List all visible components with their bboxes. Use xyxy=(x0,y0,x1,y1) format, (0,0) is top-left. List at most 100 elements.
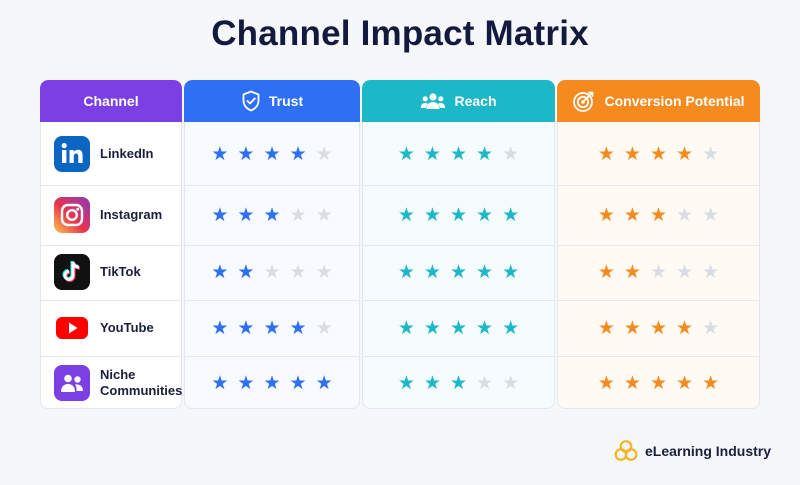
star-empty-icon: ★ xyxy=(315,204,333,226)
trust-rating: ★ ★ ★ ★ ★ xyxy=(184,144,360,164)
channel-row: Instagram xyxy=(40,197,182,233)
row-divider xyxy=(362,185,555,186)
star-empty-icon: ★ xyxy=(502,372,520,394)
star-filled-icon: ★ xyxy=(623,143,641,165)
target-icon xyxy=(573,91,594,112)
header-conversion-label: Conversion Potential xyxy=(604,93,745,109)
star-empty-icon: ★ xyxy=(315,317,333,339)
star-filled-icon: ★ xyxy=(397,143,415,165)
trust-column: Trust ★ ★ ★ ★ ★ ★ ★ ★ ★ ★ ★ ★ ★ ★ ★ ★ ★ ★ ★ ★ ★ ★ ★ ★ ★ xyxy=(184,80,360,409)
row-divider xyxy=(362,356,555,357)
star-empty-icon: ★ xyxy=(263,261,281,283)
star-filled-icon: ★ xyxy=(476,143,494,165)
star-empty-icon: ★ xyxy=(702,317,720,339)
trust-rating: ★ ★ ★ ★ ★ xyxy=(184,318,360,338)
star-filled-icon: ★ xyxy=(597,143,615,165)
star-filled-icon: ★ xyxy=(423,143,441,165)
row-divider xyxy=(557,185,760,186)
star-filled-icon: ★ xyxy=(211,372,229,394)
star-empty-icon: ★ xyxy=(676,204,694,226)
conversion-column-body xyxy=(557,122,760,409)
reach-rating: ★ ★ ★ ★ ★ xyxy=(362,318,555,338)
page-title: Channel Impact Matrix xyxy=(211,14,589,53)
reach-rating: ★ ★ ★ ★ ★ xyxy=(362,373,555,393)
channel-row: LinkedIn xyxy=(40,136,182,172)
star-filled-icon: ★ xyxy=(476,204,494,226)
youtube-logo-icon xyxy=(54,310,90,346)
star-filled-icon: ★ xyxy=(597,204,615,226)
header-channel-label: Channel xyxy=(83,93,139,109)
star-filled-icon: ★ xyxy=(676,372,694,394)
row-divider xyxy=(184,245,360,246)
star-empty-icon: ★ xyxy=(315,261,333,283)
header-conversion: Conversion Potential xyxy=(557,80,760,122)
star-filled-icon: ★ xyxy=(289,317,307,339)
star-filled-icon: ★ xyxy=(676,143,694,165)
star-filled-icon: ★ xyxy=(397,261,415,283)
header-reach-label: Reach xyxy=(454,93,497,109)
star-empty-icon: ★ xyxy=(289,261,307,283)
brand-logo: eLearning Industry xyxy=(614,439,771,463)
reach-rating: ★ ★ ★ ★ ★ xyxy=(362,205,555,225)
star-filled-icon: ★ xyxy=(623,261,641,283)
elearning-industry-logo-icon xyxy=(614,440,638,461)
conversion-rating: ★ ★ ★ ★ ★ xyxy=(557,262,760,282)
community-group-icon xyxy=(54,365,90,401)
star-filled-icon: ★ xyxy=(502,317,520,339)
channel-name: LinkedIn xyxy=(100,146,154,161)
instagram-logo-icon xyxy=(54,197,90,233)
conversion-rating: ★ ★ ★ ★ ★ xyxy=(557,318,760,338)
star-filled-icon: ★ xyxy=(449,372,468,394)
brand-name: eLearning Industry xyxy=(645,443,772,459)
row-divider xyxy=(557,356,760,357)
row-divider xyxy=(40,185,182,186)
star-filled-icon: ★ xyxy=(315,372,333,394)
star-filled-icon: ★ xyxy=(702,372,720,394)
star-filled-icon: ★ xyxy=(449,317,468,339)
star-empty-icon: ★ xyxy=(502,143,520,165)
star-filled-icon: ★ xyxy=(397,317,415,339)
row-divider xyxy=(184,185,360,186)
star-filled-icon: ★ xyxy=(423,261,441,283)
star-filled-icon: ★ xyxy=(423,204,441,226)
reach-rating: ★ ★ ★ ★ ★ xyxy=(362,144,555,164)
trust-rating: ★ ★ ★ ★ ★ xyxy=(184,205,360,225)
channel-name: YouTube xyxy=(100,320,154,335)
trust-rating: ★ ★ ★ ★ ★ xyxy=(184,262,360,282)
star-empty-icon: ★ xyxy=(702,143,720,165)
star-filled-icon: ★ xyxy=(263,317,281,339)
channel-name: Instagram xyxy=(100,207,163,222)
row-divider xyxy=(40,300,182,301)
star-filled-icon: ★ xyxy=(263,204,281,226)
star-filled-icon: ★ xyxy=(289,372,307,394)
star-filled-icon: ★ xyxy=(649,204,668,226)
conversion-column: Conversion Potential ★ ★ ★ ★ ★ ★ ★ ★ ★ ★ ★ ★ ★ ★ ★ ★ ★ ★ ★… xyxy=(557,80,760,409)
star-filled-icon: ★ xyxy=(397,204,415,226)
channel-row: Niche Communities xyxy=(40,365,182,401)
reach-column-body xyxy=(362,122,555,409)
star-filled-icon: ★ xyxy=(263,143,281,165)
star-filled-icon: ★ xyxy=(237,261,255,283)
star-empty-icon: ★ xyxy=(702,204,720,226)
star-filled-icon: ★ xyxy=(237,317,255,339)
star-filled-icon: ★ xyxy=(676,317,694,339)
star-filled-icon: ★ xyxy=(211,204,229,226)
star-filled-icon: ★ xyxy=(263,372,281,394)
star-filled-icon: ★ xyxy=(597,317,615,339)
star-empty-icon: ★ xyxy=(315,143,333,165)
star-filled-icon: ★ xyxy=(423,372,441,394)
star-empty-icon: ★ xyxy=(649,261,668,283)
people-group-icon xyxy=(421,93,446,109)
star-filled-icon: ★ xyxy=(649,317,668,339)
star-filled-icon: ★ xyxy=(289,143,307,165)
star-filled-icon: ★ xyxy=(597,261,615,283)
star-filled-icon: ★ xyxy=(476,261,494,283)
star-filled-icon: ★ xyxy=(623,317,641,339)
star-empty-icon: ★ xyxy=(289,204,307,226)
reach-rating: ★ ★ ★ ★ ★ xyxy=(362,262,555,282)
conversion-rating: ★ ★ ★ ★ ★ xyxy=(557,144,760,164)
header-reach: Reach xyxy=(362,80,555,122)
star-filled-icon: ★ xyxy=(237,143,255,165)
channel-row: YouTube xyxy=(40,310,182,346)
star-empty-icon: ★ xyxy=(702,261,720,283)
